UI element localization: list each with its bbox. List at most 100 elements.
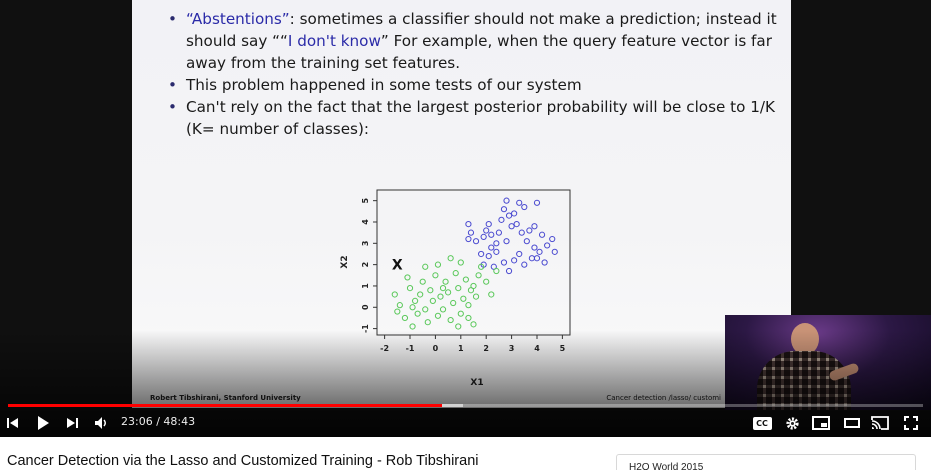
data-point-green: [437, 293, 444, 300]
data-point-green: [488, 291, 495, 298]
quote-open: “: [186, 10, 192, 28]
data-point-blue: [503, 197, 510, 204]
data-point-green: [432, 272, 439, 279]
data-point-blue: [465, 221, 472, 228]
speaker-camera-overlay: [725, 315, 931, 410]
data-point-blue: [467, 229, 475, 236]
data-point-blue: [500, 206, 508, 213]
x-tick-label: -2: [380, 344, 389, 353]
theater-mode-icon[interactable]: [841, 412, 863, 434]
data-point-green: [455, 323, 462, 330]
data-point-blue: [551, 248, 558, 255]
data-point-green: [465, 314, 472, 322]
data-point-blue: [533, 199, 541, 206]
data-point-green: [396, 302, 403, 309]
miniplayer-icon[interactable]: [810, 412, 832, 434]
data-point-green: [462, 276, 469, 283]
y-tick-label: 4: [361, 219, 370, 225]
data-point-green: [404, 274, 411, 281]
y-tick-label: 2: [361, 262, 370, 268]
y-axis: -1 0 1 2 3 4 5: [361, 197, 377, 333]
progress-bar[interactable]: [8, 404, 923, 407]
time-total: 48:43: [163, 415, 196, 428]
time-display: 23:06 / 48:43: [121, 415, 195, 428]
skip-next-icon[interactable]: [63, 412, 81, 434]
data-point-green: [391, 291, 398, 298]
speaker-plaid-shirt: [757, 351, 851, 410]
data-point-blue: [505, 212, 513, 219]
data-point-green: [475, 272, 482, 279]
data-point-green: [452, 270, 459, 277]
data-point-green: [434, 261, 442, 268]
data-point-blue: [531, 244, 538, 251]
volume-icon[interactable]: [91, 412, 111, 434]
data-point-blue: [485, 221, 492, 228]
data-point-blue: [488, 244, 495, 251]
data-point-green: [450, 299, 457, 307]
bullet-text: Can't rely on the fact that the largest …: [186, 98, 775, 138]
data-point-green: [401, 314, 409, 322]
data-point-green: [394, 308, 401, 315]
data-point-green: [439, 284, 447, 292]
data-point-blue: [521, 261, 528, 268]
player-controls: 23:06 / 48:43 CC: [0, 410, 931, 436]
video-info: Cancer Detection via the Lasso and Custo…: [0, 437, 931, 470]
bullet-text: This problem happened in some tests of o…: [186, 76, 582, 94]
y-tick-label: 3: [361, 241, 370, 247]
data-point-blue: [516, 250, 523, 258]
data-point-green: [419, 278, 426, 285]
data-point-green: [409, 304, 416, 311]
data-point-blue: [500, 259, 508, 266]
data-points: [391, 197, 558, 330]
x-tick-label: -1: [406, 344, 415, 353]
data-point-green: [414, 310, 421, 317]
time-separator: /: [152, 415, 164, 428]
data-point-blue: [538, 231, 546, 238]
data-point-blue: [465, 235, 472, 243]
slide-footer-author: Robert Tibshirani, Stanford University: [150, 394, 301, 402]
channel-card[interactable]: H2O World 2015: [616, 454, 916, 470]
data-point-green: [409, 323, 416, 330]
data-point-blue: [518, 229, 525, 236]
skip-previous-icon[interactable]: [4, 412, 22, 434]
x-tick-label: 3: [509, 344, 515, 353]
dont-know-term: I don't know: [287, 32, 381, 50]
subtitles-button[interactable]: CC: [751, 412, 773, 434]
quote-close: ”: [281, 10, 290, 28]
x-axis: -2 -1 0 1 2 3 4 5: [380, 335, 566, 353]
data-point-green: [442, 278, 449, 285]
data-point-blue: [505, 267, 513, 275]
data-point-green: [483, 278, 490, 285]
data-point-blue: [495, 229, 502, 236]
channel-card-title: H2O World 2015: [629, 462, 704, 470]
data-point-green: [472, 293, 480, 300]
data-point-blue: [498, 216, 505, 223]
data-point-blue: [511, 257, 518, 264]
data-point-blue: [485, 253, 492, 260]
cast-icon[interactable]: [869, 412, 891, 434]
data-point-blue: [503, 238, 510, 245]
gear-icon[interactable]: [782, 412, 802, 434]
data-point-green: [457, 259, 464, 266]
data-point-blue: [480, 233, 487, 241]
slide-bullet-posterior: Can't rely on the fact that the largest …: [168, 96, 778, 140]
fullscreen-icon[interactable]: [900, 412, 922, 434]
data-point-green: [447, 316, 454, 324]
data-point-blue: [531, 223, 538, 230]
x-tick-label: 2: [483, 344, 489, 353]
bullet-text: : sometimes a classifier should not make…: [186, 10, 777, 50]
data-point-blue: [478, 250, 485, 258]
data-point-green: [422, 263, 429, 270]
y-tick-label: 0: [361, 304, 370, 310]
data-point-blue: [493, 240, 500, 247]
data-point-green: [457, 310, 464, 317]
video-player[interactable]: “Abstentions”: sometimes a classifier sh…: [0, 0, 931, 437]
data-point-green: [455, 284, 462, 292]
data-point-blue: [544, 242, 551, 249]
query-marker: X: [392, 258, 403, 274]
x-axis-label: X1: [470, 378, 483, 388]
data-point-green: [439, 306, 447, 313]
data-point-green: [406, 284, 414, 292]
play-icon[interactable]: [32, 412, 54, 434]
cc-badge: CC: [752, 416, 772, 430]
